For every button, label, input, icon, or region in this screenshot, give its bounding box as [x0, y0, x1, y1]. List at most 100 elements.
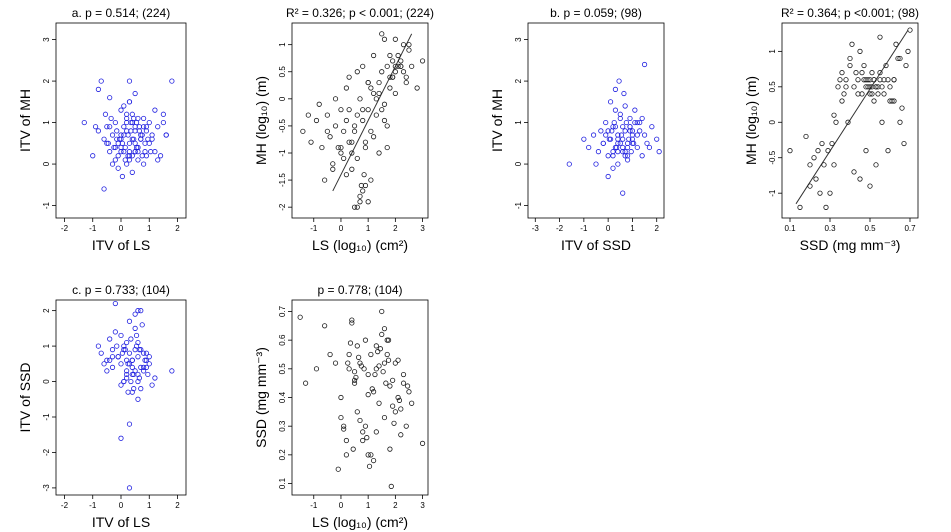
data-point — [128, 128, 134, 134]
data-point — [118, 382, 124, 388]
data-point — [108, 115, 114, 122]
data-point — [849, 41, 855, 47]
data-point — [119, 140, 126, 146]
data-point — [395, 394, 401, 401]
scatter-panel-a1: a. p = 0.514; (224) -2 -1 0 1 2 -1 0 1 2 3 ITV of L… — [17, 6, 187, 253]
data-point — [620, 124, 626, 130]
data-point — [160, 111, 166, 117]
data-point — [132, 90, 138, 97]
data-point — [624, 157, 631, 163]
data-point — [128, 119, 134, 126]
data-point — [851, 84, 857, 90]
x-tick-label: 1 — [147, 501, 152, 510]
data-point — [327, 351, 333, 358]
data-point — [419, 58, 426, 64]
data-point — [124, 161, 130, 167]
data-point — [357, 96, 363, 102]
y-tick-label: -0.5 — [768, 150, 777, 164]
data-point — [847, 62, 853, 69]
data-point — [152, 107, 158, 113]
data-point — [354, 409, 360, 415]
data-point — [360, 188, 366, 194]
data-point — [346, 139, 352, 145]
data-point — [101, 186, 107, 192]
data-point — [109, 347, 116, 353]
y-tick-label: 0 — [42, 161, 51, 166]
data-point — [338, 107, 344, 113]
y-tick-label: 1 — [514, 120, 523, 125]
y-tick-label: -1 — [768, 189, 777, 197]
data-point — [115, 165, 121, 171]
data-point — [381, 101, 388, 107]
y-tick-label: 2 — [514, 78, 523, 83]
data-point — [628, 149, 634, 155]
data-point — [612, 86, 619, 92]
data-point — [81, 119, 87, 126]
y-tick-label: 1 — [42, 120, 51, 125]
data-point — [141, 364, 147, 370]
data-point — [136, 128, 142, 134]
data-point — [392, 409, 398, 415]
data-point — [353, 374, 359, 381]
data-point — [392, 63, 398, 69]
data-point — [881, 77, 887, 83]
data-point — [132, 311, 138, 317]
data-point — [859, 91, 865, 97]
data-point — [863, 77, 869, 83]
data-point — [141, 124, 147, 130]
data-point — [124, 368, 130, 374]
data-point — [142, 149, 148, 155]
x-tick-label: 2 — [175, 501, 180, 510]
data-point — [364, 435, 370, 441]
data-point — [833, 119, 839, 125]
data-point — [155, 157, 161, 163]
x-tick-label: 0.7 — [904, 224, 916, 233]
data-point — [343, 172, 349, 178]
data-point — [907, 27, 913, 33]
data-point — [787, 148, 793, 154]
data-point — [132, 140, 138, 146]
x-tick-label: 1 — [366, 501, 371, 510]
data-point — [368, 177, 374, 183]
data-point — [831, 162, 837, 168]
data-point — [361, 366, 367, 372]
data-point — [126, 157, 133, 163]
data-point — [341, 128, 347, 134]
data-point — [95, 128, 101, 134]
data-point — [124, 339, 130, 346]
data-point — [825, 148, 831, 154]
data-point — [98, 78, 104, 84]
data-point — [815, 148, 821, 154]
y-tick-label: 0 — [278, 96, 287, 101]
data-point — [347, 340, 354, 346]
data-point — [381, 326, 388, 332]
data-point — [141, 115, 147, 122]
data-point — [118, 149, 124, 155]
data-point — [148, 149, 154, 155]
data-point — [403, 74, 409, 80]
data-point — [384, 144, 390, 151]
data-point — [149, 132, 155, 138]
data-point — [603, 132, 609, 138]
panel-title: a. p = 0.514; (224) — [72, 6, 170, 20]
data-point — [392, 69, 398, 75]
y-tick-label: -1 — [278, 149, 287, 157]
data-point — [138, 364, 144, 370]
data-point — [143, 153, 150, 159]
data-point — [566, 161, 572, 167]
data-point — [370, 457, 377, 464]
data-point — [143, 350, 150, 356]
x-axis-label: ITV of LS — [92, 514, 150, 530]
data-point — [845, 119, 851, 125]
data-point — [385, 357, 392, 363]
data-point — [620, 190, 626, 196]
data-point — [873, 84, 879, 90]
data-point — [639, 115, 645, 122]
x-tick-label: -1 — [310, 501, 318, 510]
x-axis-label: ITV of SSD — [561, 237, 631, 253]
data-point — [877, 70, 883, 76]
data-point — [847, 55, 853, 62]
data-point — [316, 101, 322, 107]
data-point — [362, 337, 369, 343]
panel-title: R² = 0.364; p <0.001; (98) — [781, 6, 919, 20]
